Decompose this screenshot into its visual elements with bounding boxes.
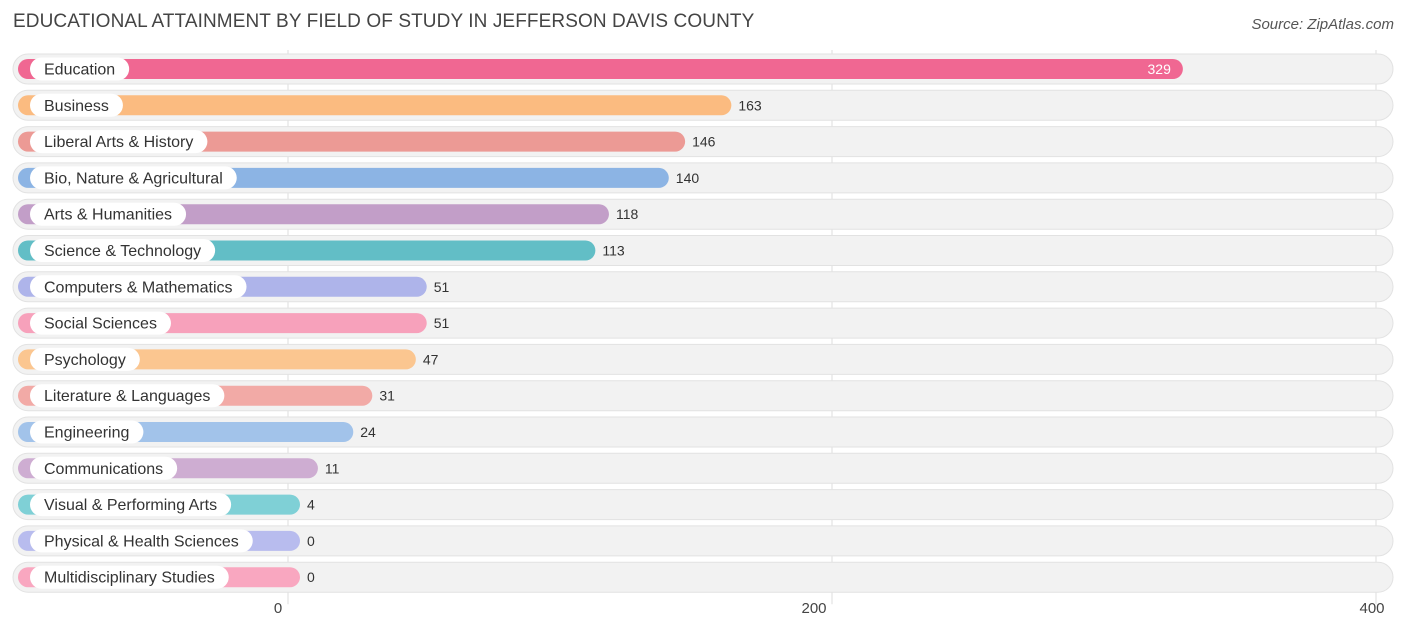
value-label: 140	[676, 170, 700, 186]
value-label: 31	[379, 388, 395, 404]
bar-track	[12, 416, 1394, 448]
bar-row: Business 163	[12, 89, 1394, 121]
bar-track	[12, 525, 1394, 557]
category-label-pill	[30, 493, 232, 517]
category-label: Liberal Arts & History	[44, 134, 193, 151]
category-label-pill	[30, 384, 225, 408]
chart-title: EDUCATIONAL ATTAINMENT BY FIELD OF STUDY…	[13, 11, 755, 32]
category-label-pill	[30, 347, 140, 371]
category-label: Visual & Performing Arts	[44, 497, 217, 514]
category-label: Engineering	[44, 425, 129, 442]
value-label: 47	[423, 351, 439, 367]
category-label-pill	[30, 565, 229, 589]
category-label: Computers & Mathematics	[44, 279, 233, 296]
category-label-pill	[30, 202, 187, 226]
category-label-pill	[30, 311, 171, 335]
category-label: Multidisciplinary Studies	[44, 570, 215, 587]
category-label: Business	[44, 98, 109, 115]
value-label: 163	[738, 97, 762, 113]
category-label-pill	[30, 239, 216, 262]
value-label: 0	[307, 569, 315, 585]
bar-rows: Education 329 Business 163 Liberal Arts & Hi…	[12, 53, 1394, 593]
category-label: Communications	[44, 461, 163, 478]
bar-row: Liberal Arts & History 146	[12, 126, 1394, 158]
category-label: Science & Technology	[44, 243, 201, 260]
value-label: 4	[307, 497, 315, 513]
bar-track	[12, 452, 1394, 484]
bar-row: Education 329	[12, 53, 1394, 85]
value-label: 113	[602, 243, 625, 259]
category-label: Physical & Health Sciences	[44, 533, 239, 550]
category-label-pill	[30, 130, 208, 154]
value-label: 11	[325, 460, 340, 476]
value-label: 51	[434, 315, 450, 331]
bar-row: Computers & Mathematics 51	[12, 271, 1394, 303]
bar-row: Psychology 47	[12, 343, 1394, 375]
value-label: 118	[616, 206, 639, 222]
bar-track	[12, 489, 1394, 521]
bar-row: Science & Technology 113	[12, 235, 1394, 266]
bar-track	[12, 561, 1394, 593]
bar-row: Arts & Humanities 118	[12, 198, 1394, 230]
category-label-pill	[30, 275, 247, 299]
x-axis-ticks: 0 200 400	[274, 600, 1385, 617]
bar-row: Communications 11	[12, 452, 1394, 484]
value-label: 24	[360, 424, 376, 440]
category-label: Literature & Languages	[44, 388, 210, 405]
bar-row: Social Sciences 51	[12, 307, 1394, 339]
category-label-pill	[30, 93, 123, 117]
category-label-pill	[30, 166, 237, 190]
bar	[18, 95, 732, 116]
bar-row: Visual & Performing Arts 4	[12, 489, 1394, 521]
category-label: Education	[44, 62, 115, 79]
x-tick-label: 400	[1359, 600, 1384, 617]
x-tick-label: 0	[274, 600, 282, 617]
x-tick-label: 200	[801, 600, 826, 617]
bar	[18, 59, 1183, 79]
value-label: 329	[1148, 61, 1172, 77]
category-label: Arts & Humanities	[44, 207, 172, 224]
category-label-pill	[30, 529, 253, 553]
value-label: 51	[434, 279, 450, 295]
value-label: 146	[692, 134, 716, 150]
category-label-pill	[30, 420, 144, 444]
bar-row: Literature & Languages 31	[12, 380, 1394, 412]
category-label: Bio, Nature & Agricultural	[44, 170, 223, 187]
category-label: Social Sciences	[44, 316, 157, 333]
category-label-pill	[30, 456, 178, 480]
value-label: 0	[307, 533, 315, 549]
bar-row: Physical & Health Sciences 0	[12, 525, 1394, 557]
source-credit: Source: ZipAtlas.com	[1251, 16, 1394, 33]
category-label: Psychology	[44, 352, 126, 369]
bar-row: Engineering 24	[12, 416, 1394, 448]
bar-row: Multidisciplinary Studies 0	[12, 561, 1394, 593]
category-label-pill	[30, 57, 130, 81]
bar-row: Bio, Nature & Agricultural 140	[12, 162, 1394, 194]
